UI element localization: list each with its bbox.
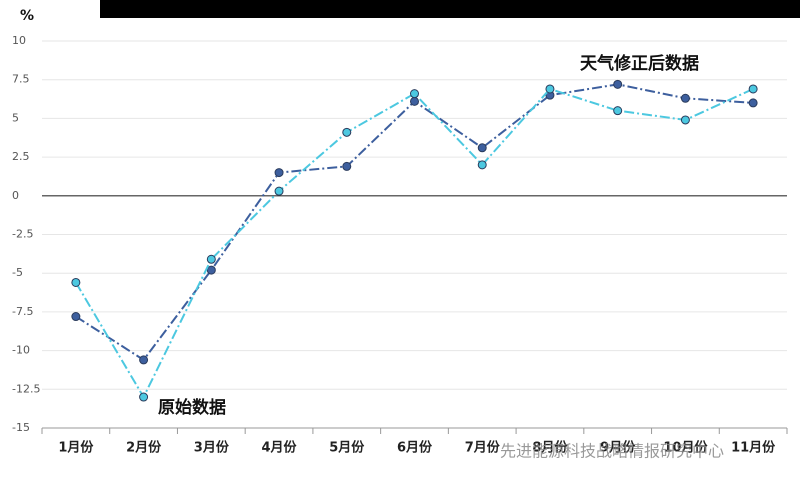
top-band xyxy=(100,0,800,18)
y-tick-label: 10 xyxy=(12,34,26,47)
x-tick-label: 8月份 xyxy=(532,440,568,456)
point xyxy=(342,127,352,137)
y-tick-label: -2.5 xyxy=(12,228,33,241)
y-tick-label: 7.5 xyxy=(12,73,30,86)
point xyxy=(748,98,758,108)
x-tick-label: 6月份 xyxy=(397,440,433,456)
point xyxy=(613,79,623,89)
x-tick-label: 10月份 xyxy=(663,440,708,456)
point xyxy=(410,89,419,99)
x-tick-label: 5月份 xyxy=(329,440,365,456)
y-tick-label: 5 xyxy=(12,111,19,124)
point xyxy=(206,265,216,275)
x-tick-label: 1月份 xyxy=(58,440,94,456)
x-tick-label: 7月份 xyxy=(465,440,501,456)
point xyxy=(274,168,284,178)
x-tick-label: 9月份 xyxy=(600,440,636,456)
point xyxy=(139,392,149,402)
point xyxy=(477,160,487,170)
annotation: 原始数据 xyxy=(158,397,226,418)
y-tick-label: 2.5 xyxy=(12,150,30,163)
y-tick-label: -5 xyxy=(12,266,23,279)
point xyxy=(274,186,284,196)
point xyxy=(71,312,81,322)
y-tick-label: -15 xyxy=(12,421,30,434)
series-line xyxy=(75,83,754,362)
x-tick-label: 11月份 xyxy=(731,440,776,456)
point xyxy=(410,96,419,106)
point xyxy=(545,84,555,94)
point xyxy=(71,277,81,287)
x-tick-label: 3月份 xyxy=(194,440,230,456)
series-line xyxy=(75,87,754,400)
point xyxy=(477,143,487,153)
y-tick-label: 0 xyxy=(12,189,19,202)
point xyxy=(206,254,216,264)
y-tick-label: -7.5 xyxy=(12,305,33,318)
y-tick-label: -12.5 xyxy=(12,382,40,395)
point xyxy=(613,106,623,116)
point xyxy=(680,115,690,125)
point xyxy=(680,93,690,103)
watermark: 先进能源科技战略情报研究中心 xyxy=(500,442,724,461)
x-tick-label: 2月份 xyxy=(126,440,162,456)
y-unit: % xyxy=(20,8,34,24)
annotation: 天气修正后数据 xyxy=(580,53,699,74)
x-tick-label: 4月份 xyxy=(262,440,298,456)
point xyxy=(342,161,352,171)
point xyxy=(748,84,758,94)
y-tick-label: -10 xyxy=(12,344,30,357)
point xyxy=(139,355,149,365)
